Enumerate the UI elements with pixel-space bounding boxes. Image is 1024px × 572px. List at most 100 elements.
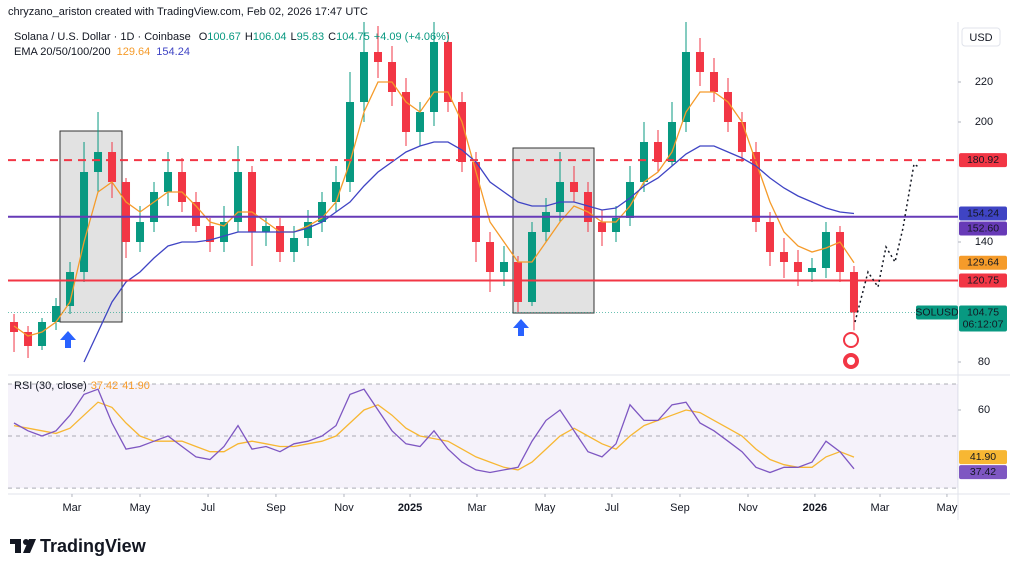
rsi-badge: [959, 465, 1007, 480]
candle-body: [94, 152, 103, 172]
candle-body: [10, 322, 19, 332]
ohlc-value: 100.67: [207, 31, 241, 43]
logo-part: [15, 539, 21, 553]
price-badge-label: 180.92: [967, 154, 999, 166]
candle-body: [374, 52, 383, 62]
candle-body: [625, 182, 634, 218]
candle-body: [416, 112, 425, 132]
candle-body: [779, 252, 788, 262]
candle-body: [793, 262, 802, 272]
rsi-pane: [8, 383, 958, 489]
candle-body: [402, 92, 411, 132]
candle-body: [318, 202, 327, 222]
price-badge-label: 129.64: [967, 257, 999, 269]
symbol-label: SOLUSD: [915, 306, 959, 318]
x-tick-label: Sep: [670, 502, 690, 514]
currency-box: [961, 27, 1001, 47]
symbol-legend: Solana / U.S. Dollar · 1D · Coinbase O100…: [14, 31, 450, 43]
y-tick-label: 220: [975, 76, 993, 88]
candle-body: [332, 182, 341, 202]
ema-line: [13, 81, 855, 337]
symbol-title: Solana / U.S. Dollar · 1D · Coinbase: [14, 31, 191, 43]
price-badge-label: 104.75: [967, 306, 999, 318]
rsi-line: [13, 388, 855, 474]
candle-body: [262, 226, 271, 232]
ohlc-value: 106.04: [253, 31, 287, 43]
x-tick-label: May: [937, 502, 958, 514]
candle-body: [583, 192, 592, 222]
candle-body: [178, 172, 187, 202]
candle-body: [164, 172, 173, 192]
rsi-badge-label: 37.42: [970, 466, 996, 478]
candle-body: [639, 142, 648, 182]
x-tick-label: Mar: [63, 502, 82, 514]
event-icon: [843, 332, 859, 348]
candle-body: [290, 238, 299, 252]
candle-body: [737, 122, 746, 152]
price-badge: [959, 153, 1007, 168]
x-tick-label: May: [130, 502, 151, 514]
candle-body: [821, 232, 830, 268]
rsi-value: 37.42: [91, 380, 119, 392]
candle-body: [681, 52, 690, 122]
ohlc-value: 104.75: [336, 31, 370, 43]
rsi-title: RSI (30, close): [14, 380, 87, 392]
rsi-legend: RSI (30, close) 37.42 41.90: [14, 380, 150, 392]
ohlc: O100.67 H106.04 L95.83 C104.75 +4.09 (+4.06%…: [199, 31, 450, 43]
change: +4.09 (+4.06%): [374, 31, 450, 43]
candle-body: [66, 272, 75, 306]
candle-body: [765, 222, 774, 252]
candle-body: [80, 172, 89, 272]
x-tick-label: Nov: [738, 502, 758, 514]
x-tick-label: May: [535, 502, 556, 514]
candle-body: [695, 52, 704, 72]
price-badge: [959, 255, 1007, 270]
y-tick-label: 200: [975, 116, 993, 128]
currency: USD: [969, 32, 992, 44]
rsi-badge-label: 41.90: [970, 451, 996, 463]
drawings: [60, 162, 921, 369]
candle-body: [555, 182, 564, 212]
price-badge-label: 154.24: [967, 207, 999, 219]
candle-body: [52, 306, 61, 322]
y-tick-label: 80: [978, 356, 990, 368]
candle-body: [597, 222, 606, 232]
price-badge: [959, 206, 1007, 221]
ema-title: EMA 20/50/100/200: [14, 46, 111, 58]
y-tick-label: 140: [975, 236, 993, 248]
ema-value: 154.24: [156, 46, 190, 58]
candle-body: [430, 42, 439, 112]
price-badge-label: 120.75: [967, 274, 999, 286]
rsi-value: 41.90: [122, 380, 150, 392]
candle-body: [807, 268, 816, 272]
x-tick-label: Nov: [334, 502, 354, 514]
candle-body: [248, 172, 257, 232]
x-tick-label: Jul: [201, 502, 215, 514]
ema-legend: EMA 20/50/100/200 129.64 154.24: [14, 46, 190, 58]
candle-body: [108, 152, 117, 182]
candle-body: [723, 92, 732, 122]
x-tick-label: Mar: [468, 502, 487, 514]
candle-body: [499, 262, 508, 272]
price-badge-label: 152.60: [967, 222, 999, 234]
candle-body: [527, 232, 536, 302]
candle-body: [513, 262, 522, 302]
candle-body: [220, 222, 229, 242]
candle-body: [751, 152, 760, 222]
event-icon: [847, 357, 855, 365]
x-tick-label: 2026: [803, 502, 827, 514]
x-tick-label: 2025: [398, 502, 422, 514]
candle-body: [611, 218, 620, 232]
candle-body: [849, 272, 858, 313]
ema-value: 129.64: [117, 46, 151, 58]
candle-body: [472, 162, 481, 242]
arrow-up: [513, 319, 529, 336]
ema-line: [83, 141, 855, 363]
ohlc-value: 95.83: [297, 31, 325, 43]
arrow-up: [60, 331, 76, 348]
candle-body: [444, 42, 453, 102]
x-tick-label: Mar: [871, 502, 890, 514]
candle-body: [667, 122, 676, 162]
x-tick-label: Jul: [605, 502, 619, 514]
